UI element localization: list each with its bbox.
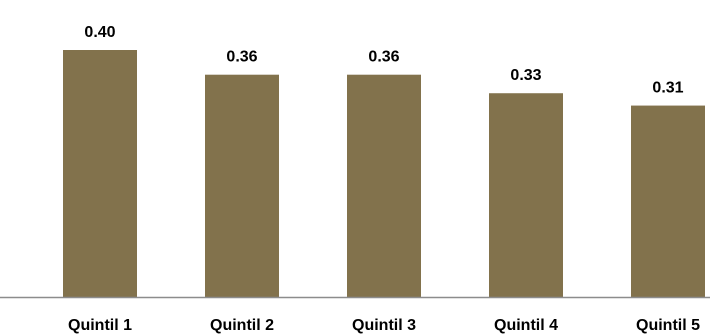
bar-4 — [489, 93, 563, 297]
bar-3 — [347, 74, 421, 297]
category-labels-group: Quintil 1 Quintil 2 Quintil 3 Quintil 4 Quin… — [68, 317, 700, 334]
data-label-1: 0.40 — [84, 24, 115, 41]
category-label-4: Quintil 4 — [494, 317, 558, 334]
category-label-2: Quintil 2 — [210, 317, 274, 334]
bars-group — [63, 50, 705, 297]
category-label-5: Quintil 5 — [636, 317, 700, 334]
data-label-3: 0.36 — [368, 49, 399, 66]
data-labels-group: 0.40 0.36 0.36 0.33 0.31 — [84, 24, 683, 97]
bar-5 — [631, 105, 705, 297]
category-label-3: Quintil 3 — [352, 317, 416, 334]
data-label-2: 0.36 — [226, 49, 257, 66]
data-label-5: 0.31 — [652, 80, 683, 97]
data-label-4: 0.33 — [510, 67, 541, 84]
category-label-1: Quintil 1 — [68, 317, 132, 334]
bar-2 — [205, 74, 279, 297]
bar-1 — [63, 50, 137, 297]
